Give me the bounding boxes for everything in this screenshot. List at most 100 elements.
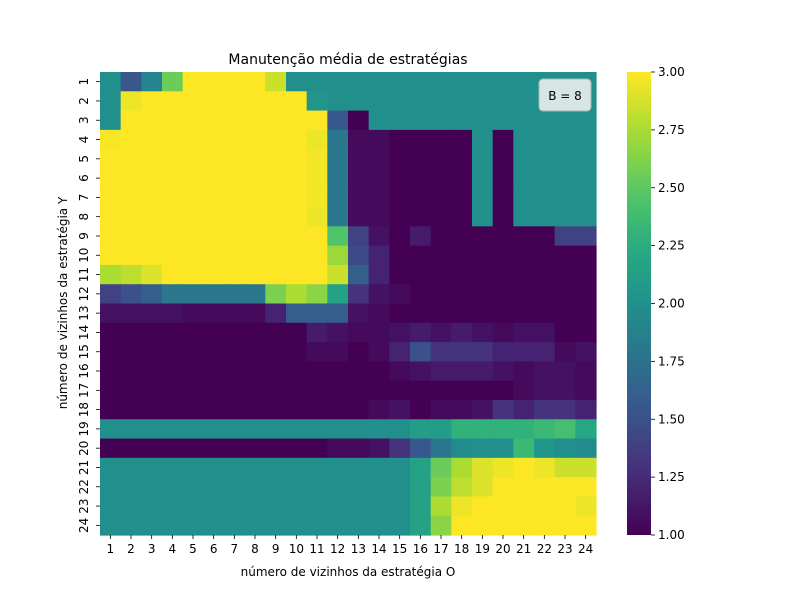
heatmap-cell: [492, 361, 514, 382]
heatmap-cell: [327, 457, 349, 478]
heatmap-cell: [141, 226, 163, 247]
heatmap-cell: [554, 110, 576, 131]
heatmap-cell: [203, 110, 225, 131]
heatmap-cell: [306, 457, 328, 478]
heatmap-cell: [182, 496, 204, 517]
heatmap-cell: [368, 168, 390, 189]
heatmap-cell: [203, 226, 225, 247]
heatmap-cell: [286, 380, 308, 401]
heatmap-cell: [554, 361, 576, 382]
heatmap-cell: [430, 245, 452, 266]
heatmap-cell: [410, 438, 432, 459]
heatmap-cell: [348, 477, 370, 498]
heatmap-cell: [389, 419, 411, 440]
heatmap-cell: [368, 457, 390, 478]
heatmap-cell: [203, 168, 225, 189]
heatmap-cell: [554, 303, 576, 324]
heatmap-cell: [182, 457, 204, 478]
heatmap-cell: [162, 399, 184, 420]
heatmap-cell: [534, 361, 556, 382]
heatmap-cell: [224, 496, 246, 517]
heatmap-cell: [162, 419, 184, 440]
heatmap-cell: [120, 245, 142, 266]
heatmap-cell: [389, 515, 411, 536]
heatmap-cell: [286, 477, 308, 498]
heatmap-cell: [182, 245, 204, 266]
heatmap-cell: [451, 284, 473, 305]
heatmap-cell: [472, 226, 494, 247]
heatmap-cell: [100, 245, 122, 266]
x-tick-label: 11: [309, 542, 324, 556]
heatmap-cell: [100, 457, 122, 478]
y-tick-label: 21: [77, 460, 91, 475]
heatmap-cell: [141, 168, 163, 189]
heatmap-cell: [534, 110, 556, 131]
heatmap-cell: [182, 284, 204, 305]
heatmap-cell: [100, 380, 122, 401]
heatmap-cell: [224, 342, 246, 362]
heatmap-cell: [224, 207, 246, 227]
heatmap-cell: [389, 322, 411, 343]
heatmap-cell: [389, 226, 411, 247]
heatmap-cell: [203, 399, 225, 420]
heatmap-cell: [554, 342, 576, 362]
x-axis: 1 2 3 4 5 6 7 8 9 10 11 12 13 14 15 16 17 18 19 20 21 22 23 24: [107, 535, 593, 556]
heatmap-cell: [265, 515, 287, 536]
heatmap-cell: [389, 380, 411, 401]
heatmap-cell: [575, 129, 597, 150]
heatmap-cell: [100, 129, 122, 150]
heatmap-cell: [513, 361, 535, 382]
heatmap-cell: [182, 226, 204, 247]
heatmap-cell: [410, 496, 432, 517]
heatmap-cell: [244, 361, 266, 382]
heatmap-cell: [368, 72, 390, 92]
heatmap-cell: [265, 361, 287, 382]
heatmap-cell: [348, 457, 370, 478]
heatmap-cell: [162, 187, 184, 208]
heatmap-cell: [430, 496, 452, 517]
heatmap-cell: [286, 207, 308, 227]
heatmap-cell: [368, 477, 390, 498]
heatmap-cell: [348, 419, 370, 440]
heatmap-cell: [120, 303, 142, 324]
heatmap-cell: [513, 457, 535, 478]
heatmap-cell: [224, 129, 246, 150]
heatmap-cell: [141, 457, 163, 478]
heatmap-cell: [472, 342, 494, 362]
heatmap-cell: [472, 438, 494, 459]
heatmap-cell: [472, 496, 494, 517]
colorbar-tick-label: 2.50: [658, 181, 685, 195]
y-tick-label: 20: [77, 441, 91, 456]
heatmap-cell: [203, 91, 225, 112]
heatmap-cell: [348, 380, 370, 401]
heatmap-cell: [430, 477, 452, 498]
heatmap-cell: [554, 168, 576, 189]
heatmap-cell: [472, 419, 494, 440]
heatmap-cell: [389, 399, 411, 420]
heatmap-cell: [120, 342, 142, 362]
heatmap-cell: [389, 91, 411, 112]
heatmap-cell: [327, 284, 349, 305]
heatmap-cell: [182, 399, 204, 420]
heatmap-cell: [141, 149, 163, 170]
heatmap-cell: [244, 264, 266, 285]
y-tick-label: 23: [77, 498, 91, 513]
heatmap-cell: [100, 284, 122, 305]
heatmap-cell: [120, 149, 142, 170]
heatmap-cell: [286, 419, 308, 440]
heatmap-cell: [534, 399, 556, 420]
x-tick-label: 23: [557, 542, 572, 556]
y-tick-label: 15: [77, 344, 91, 359]
colorbar-tick-label: 2.25: [658, 239, 685, 253]
heatmap-cell: [141, 361, 163, 382]
heatmap-cell: [286, 515, 308, 536]
heatmap-cell: [182, 149, 204, 170]
heatmap-cell: [430, 380, 452, 401]
annotation-label: B = 8: [548, 89, 582, 103]
x-tick-label: 3: [148, 542, 156, 556]
heatmap-cell: [224, 457, 246, 478]
heatmap-cell: [182, 72, 204, 92]
heatmap-cell: [472, 284, 494, 305]
heatmap-cell: [182, 129, 204, 150]
heatmap-cell: [162, 110, 184, 131]
